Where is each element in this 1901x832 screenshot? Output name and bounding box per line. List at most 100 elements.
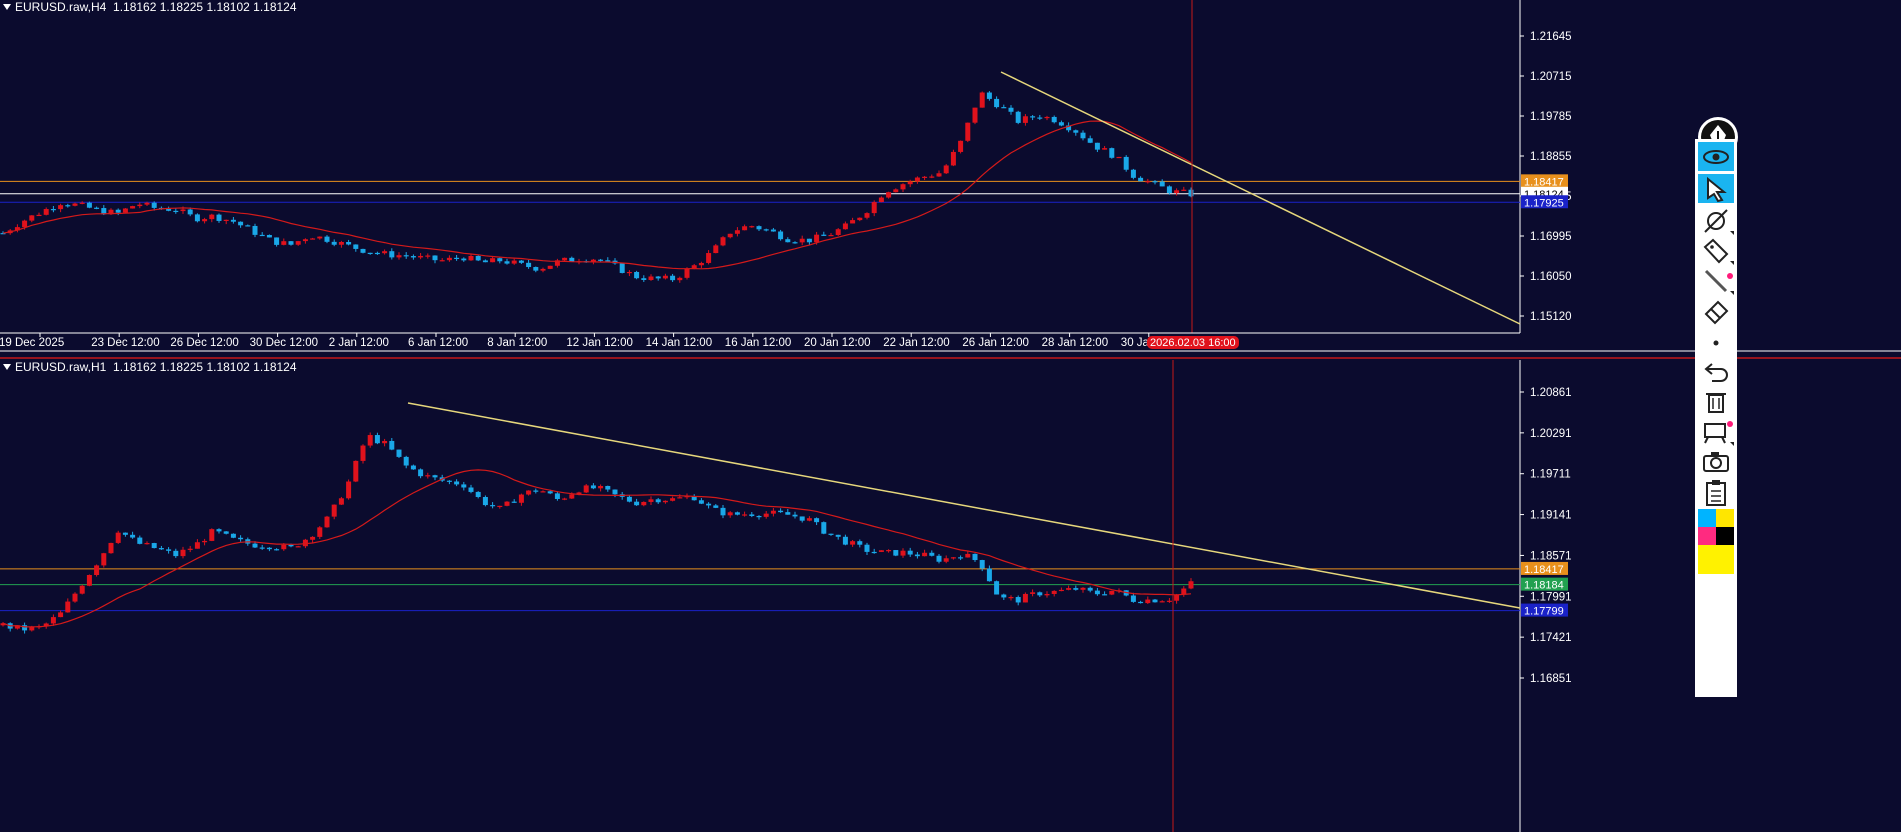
clipboard-icon[interactable] — [1706, 480, 1726, 506]
price-tick-label: 1.18855 — [1530, 151, 1572, 163]
candle-body — [302, 539, 308, 547]
swatch-current-color[interactable] — [1698, 545, 1734, 574]
candle-body — [814, 234, 820, 243]
candle-body — [86, 575, 92, 586]
candle-body — [1030, 116, 1036, 118]
candle-body — [468, 487, 474, 492]
pane-separator-bg — [0, 350, 1901, 360]
candle-body — [943, 558, 949, 562]
price-tick-label: 1.19785 — [1530, 111, 1572, 123]
candle-body — [288, 241, 294, 245]
candle-body — [1145, 599, 1151, 604]
candle-body — [828, 234, 834, 237]
candle-body — [461, 258, 467, 261]
candle-body — [331, 241, 337, 245]
candle-body — [972, 107, 978, 123]
candle-body — [173, 550, 179, 557]
candle-body — [785, 239, 791, 243]
candle-body — [346, 481, 352, 499]
candle-body — [497, 258, 503, 262]
candle-body — [626, 271, 632, 274]
candle-body — [727, 233, 733, 238]
price-tick-label: 1.20291 — [1530, 428, 1572, 440]
candle-body — [353, 244, 359, 249]
eye-icon[interactable] — [1703, 150, 1729, 164]
candle-body — [403, 255, 409, 257]
candle-body — [1080, 132, 1086, 139]
swatch-black[interactable] — [1716, 527, 1734, 545]
time-tick-label: 6 Jan 12:00 — [408, 337, 468, 349]
candle-body — [814, 518, 820, 523]
candle-body — [850, 220, 856, 224]
candle-body — [936, 555, 942, 562]
candle-body — [922, 176, 928, 178]
candle-body — [1130, 169, 1136, 178]
candle-body — [1138, 177, 1144, 182]
price-tick-label: 1.19141 — [1530, 510, 1572, 522]
magnet-icon[interactable] — [1704, 209, 1734, 235]
dot-icon[interactable] — [1713, 340, 1719, 346]
candle-body — [418, 255, 424, 258]
candle-body — [713, 245, 719, 254]
swatch-cyan[interactable] — [1698, 509, 1716, 527]
candle-body — [821, 522, 827, 534]
candle-body — [1138, 601, 1144, 604]
camera-icon[interactable] — [1703, 452, 1729, 472]
candle-body — [389, 251, 395, 258]
candle-body — [14, 625, 20, 629]
candle-body — [1181, 588, 1187, 595]
candle-body — [1044, 593, 1050, 596]
candle-body — [540, 491, 546, 493]
candle-body — [1094, 590, 1100, 595]
candle-body — [230, 219, 236, 222]
cursor-icon[interactable] — [1707, 176, 1727, 203]
time-tick-label: 22 Jan 12:00 — [883, 337, 950, 349]
price-tick-label: 1.17421 — [1530, 632, 1572, 644]
candle-body — [576, 492, 582, 495]
tag-icon[interactable] — [1703, 238, 1734, 265]
candle-body — [274, 549, 280, 551]
swatch-yellow[interactable] — [1716, 509, 1734, 527]
candle-body — [1008, 597, 1014, 599]
undo-icon[interactable] — [1704, 363, 1728, 382]
chalkboard-icon[interactable] — [1704, 421, 1734, 446]
candle-body — [94, 565, 100, 576]
candle-body — [14, 227, 20, 231]
candle-body — [194, 214, 200, 222]
candle-body — [115, 532, 121, 543]
candle-body — [1130, 595, 1136, 602]
candle-body — [857, 541, 863, 545]
candle-body — [1058, 589, 1064, 592]
candle-body — [986, 92, 992, 99]
time-tick-label: 14 Jan 12:00 — [646, 337, 713, 349]
candle-body — [216, 214, 222, 221]
price-level-label: 1.18184 — [1524, 580, 1564, 592]
candle-body — [1094, 142, 1100, 150]
collapse-triangle-icon[interactable] — [3, 364, 11, 371]
moving-average-line — [2, 469, 1192, 628]
candle-body — [1015, 111, 1021, 123]
candle-body — [842, 536, 848, 545]
candle-body — [1166, 600, 1172, 602]
candle-body — [454, 481, 460, 485]
candle-body — [1044, 116, 1050, 119]
trash-icon[interactable] — [1706, 393, 1726, 413]
candle-body — [1109, 590, 1115, 595]
candle-body — [418, 469, 424, 477]
collapse-triangle-icon[interactable] — [3, 4, 11, 11]
candle-body — [799, 238, 805, 243]
candle-body — [835, 534, 841, 537]
candle-body — [180, 549, 186, 557]
candle-body — [137, 537, 143, 544]
swatch-magenta[interactable] — [1698, 527, 1716, 545]
candle-body — [1152, 599, 1158, 603]
candle-body — [144, 202, 150, 205]
toolbar-panel[interactable] — [1695, 139, 1737, 697]
price-level-label: 1.17925 — [1524, 197, 1564, 209]
candle-body — [1051, 116, 1057, 123]
eraser-icon[interactable] — [1704, 300, 1729, 325]
line-icon[interactable] — [1704, 269, 1734, 295]
candle-body — [756, 516, 762, 518]
candle-body — [1159, 601, 1165, 603]
